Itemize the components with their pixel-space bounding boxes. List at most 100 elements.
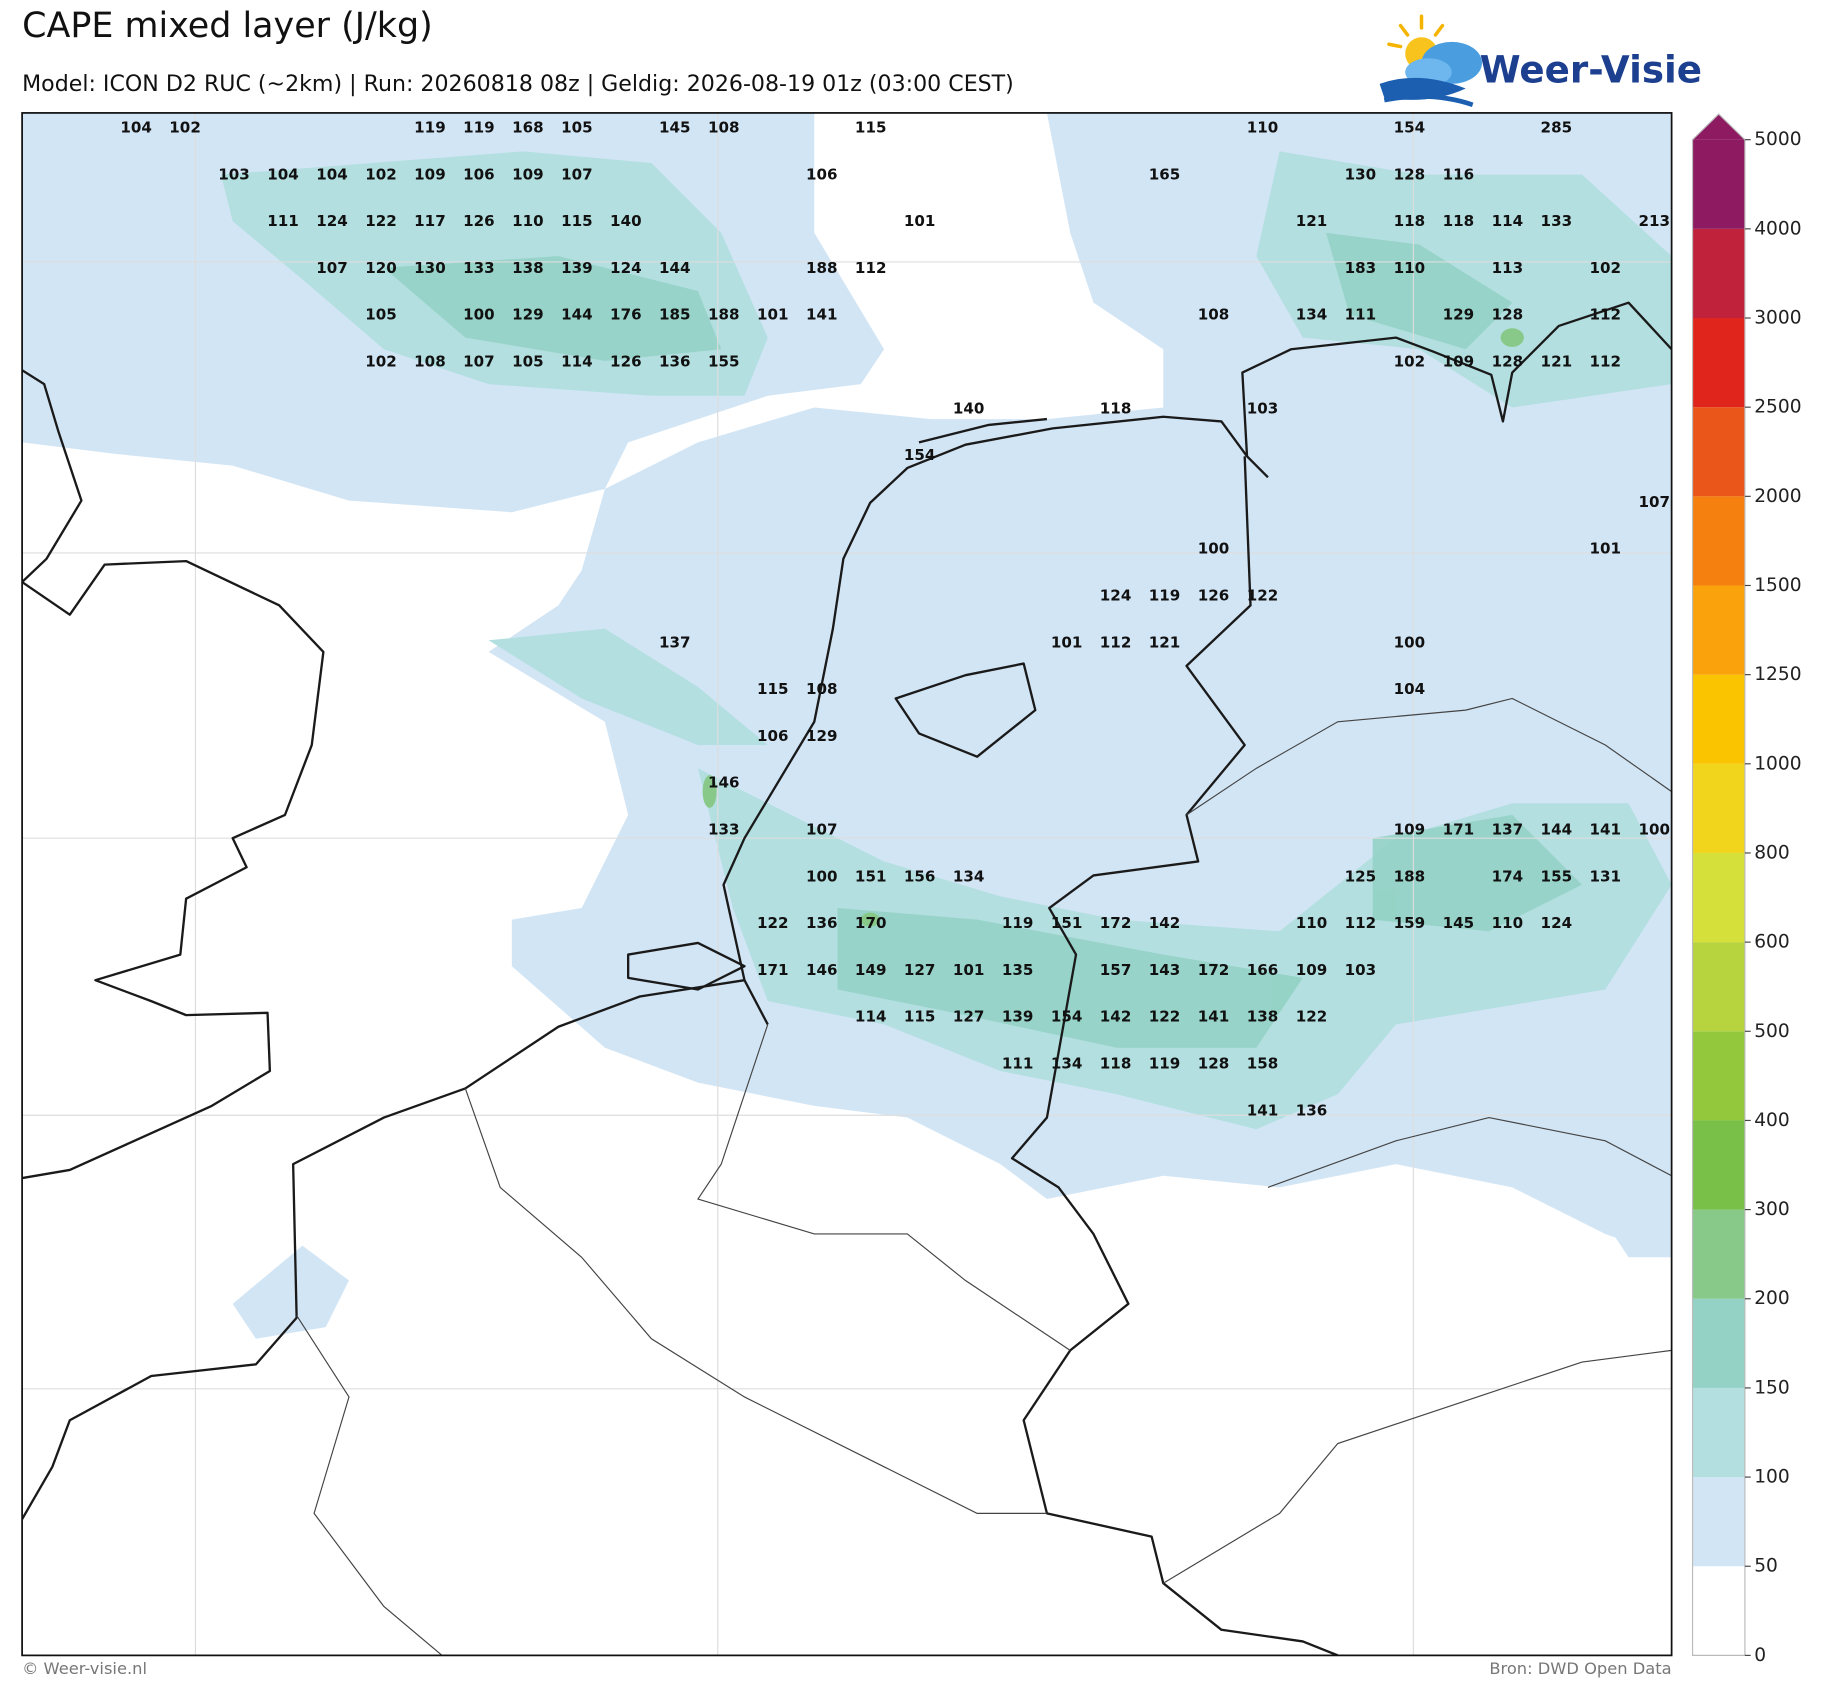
colorbar-band (1692, 496, 1745, 586)
cape-label: 151 (855, 867, 887, 885)
cape-label: 115 (561, 212, 593, 230)
cape-label: 154 (904, 446, 936, 464)
footer-left: © Weer-visie.nl (22, 1659, 147, 1678)
cape-label: 104 (267, 165, 299, 183)
cape-label: 139 (561, 259, 593, 277)
cape-label: 131 (1590, 867, 1622, 885)
cape-label: 111 (267, 212, 299, 230)
cape-label: 108 (1198, 306, 1230, 324)
cape-label: 107 (1639, 493, 1671, 511)
cape-label: 119 (1002, 914, 1034, 932)
colorbar-band (1692, 407, 1745, 497)
cape-label: 134 (1051, 1055, 1083, 1073)
cape-label: 108 (414, 353, 446, 371)
cape-label: 115 (904, 1008, 936, 1026)
cape-label: 111 (1002, 1055, 1034, 1073)
cape-label: 102 (169, 119, 201, 137)
colorbar-tick-label: 400 (1754, 1110, 1790, 1131)
cape-label: 116 (1443, 165, 1475, 183)
colorbar-tick-label: 1250 (1754, 664, 1801, 685)
cape-label: 188 (1394, 867, 1426, 885)
colorbar-tick-label: 100 (1754, 1467, 1790, 1488)
cape-label: 121 (1541, 353, 1573, 371)
cape-label: 122 (1296, 1008, 1328, 1026)
cape-label: 118 (1100, 1055, 1132, 1073)
cape-label: 101 (904, 212, 936, 230)
colorbar-band (1692, 1566, 1745, 1656)
cape-label: 105 (561, 119, 593, 137)
cape-label: 121 (1296, 212, 1328, 230)
cape-label: 154 (1051, 1008, 1083, 1026)
colorbar-band (1692, 228, 1745, 319)
cape-label: 143 (1149, 961, 1181, 979)
cape-label: 126 (463, 212, 495, 230)
colorbar-outline (1691, 113, 1746, 1656)
cape-label: 128 (1492, 353, 1524, 371)
cape-label: 166 (1247, 961, 1279, 979)
cape-label: 138 (512, 259, 544, 277)
cape-label: 124 (1541, 914, 1573, 932)
cape-label: 140 (610, 212, 642, 230)
cape-label: 171 (1443, 821, 1475, 839)
cape-label: 109 (414, 165, 446, 183)
cape-label: 176 (610, 306, 642, 324)
cape-label: 170 (855, 914, 887, 932)
cape-label: 106 (806, 165, 838, 183)
colorbar-band (1692, 139, 1745, 229)
cape-label: 104 (316, 165, 348, 183)
logo-text: Weer-Visie (1480, 48, 1702, 92)
cape-label: 107 (561, 165, 593, 183)
cape-label: 100 (1198, 540, 1230, 558)
cape-label: 102 (1590, 259, 1622, 277)
cape-label: 110 (1247, 119, 1279, 137)
colorbar-tick-label: 200 (1754, 1288, 1790, 1309)
cape-label: 136 (659, 353, 691, 371)
cape-label: 141 (806, 306, 838, 324)
cape-label: 133 (708, 821, 740, 839)
cape-label: 135 (1002, 961, 1034, 979)
cape-label: 124 (1100, 587, 1132, 605)
colorbar-band (1692, 674, 1745, 764)
cape-label: 112 (855, 259, 887, 277)
cape-label: 122 (757, 914, 789, 932)
cape-label: 126 (610, 353, 642, 371)
cape-label: 133 (463, 259, 495, 277)
cape-label: 106 (463, 165, 495, 183)
colorbar-tick-label: 500 (1754, 1021, 1790, 1042)
cape-label: 124 (610, 259, 642, 277)
cape-label: 172 (1100, 914, 1132, 932)
cape-label: 120 (365, 259, 397, 277)
cape-label: 141 (1247, 1101, 1279, 1119)
colorbar-tick-label: 4000 (1754, 218, 1801, 239)
colorbar-tick-label: 2000 (1754, 486, 1801, 507)
colorbar: 0 50 100 150 200 300 400 500 600 800 1000 1250 1500 2… (1691, 113, 1802, 1666)
title: CAPE mixed layer (J/kg) (22, 6, 433, 46)
cape-label: 127 (904, 961, 936, 979)
cape-label: 104 (1394, 680, 1426, 698)
cape-label: 106 (757, 727, 789, 745)
cape-label: 174 (1492, 867, 1524, 885)
cape-label: 109 (512, 165, 544, 183)
cape-label: 125 (1345, 867, 1377, 885)
cape-label: 155 (708, 353, 740, 371)
cape-label: 146 (806, 961, 838, 979)
cape-label: 114 (561, 353, 593, 371)
colorbar-tick-label: 2500 (1754, 397, 1801, 418)
cape-label: 140 (953, 399, 985, 417)
cape-label: 141 (1198, 1008, 1230, 1026)
subtitle: Model: ICON D2 RUC (~2km) | Run: 2026081… (22, 71, 1014, 97)
cape-label: 146 (708, 774, 740, 792)
cape-label: 110 (1492, 914, 1524, 932)
logo: Weer-Visie (1379, 14, 1702, 107)
colorbar-tick-label: 5000 (1754, 129, 1801, 150)
cape-label: 171 (757, 961, 789, 979)
cape-label: 138 (1247, 1008, 1279, 1026)
cape-label: 109 (1296, 961, 1328, 979)
cape-label: 142 (1100, 1008, 1132, 1026)
cape-label: 154 (1394, 119, 1426, 137)
cape-label: 168 (512, 119, 544, 137)
colorbar-band (1692, 1209, 1745, 1299)
cape-label: 149 (855, 961, 887, 979)
